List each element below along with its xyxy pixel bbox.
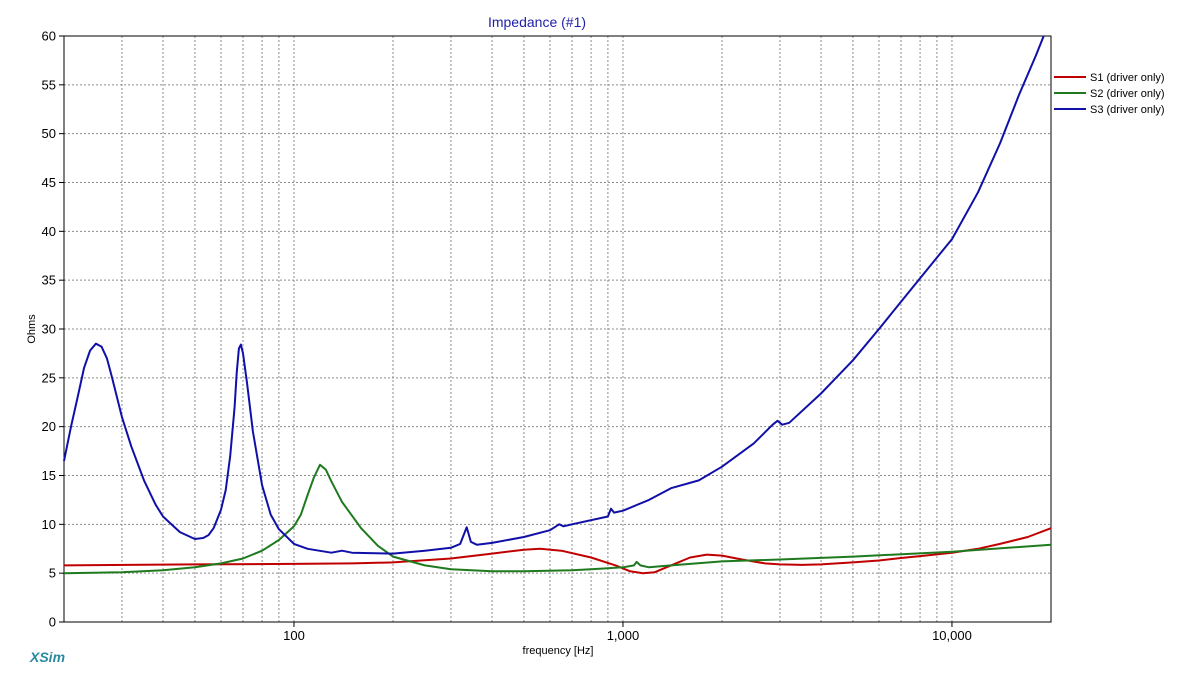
y-tick-labels: 0 5 10 15 20 25 30 35 40 45 50 55 60 <box>42 29 56 630</box>
y-tick-label: 35 <box>42 273 56 288</box>
x-tick-label: 10,000 <box>932 628 972 643</box>
chart-title: Impedance (#1) <box>488 14 586 30</box>
y-tick-label: 25 <box>42 370 56 385</box>
y-tick-label: 0 <box>49 615 56 630</box>
y-tick-label: 15 <box>42 468 56 483</box>
plot-frame <box>63 35 1052 623</box>
legend-label-s3: S3 (driver only) <box>1090 104 1165 116</box>
y-tick-label: 50 <box>42 126 56 141</box>
y-tick-label: 20 <box>42 419 56 434</box>
x-tick-label: 100 <box>283 628 305 643</box>
x-axis-title: frequency [Hz] <box>523 645 594 657</box>
series-line-s3 <box>63 35 1045 555</box>
series-layer <box>63 35 1052 575</box>
y-tick-label: 5 <box>49 566 56 581</box>
y-axis-title: Ohms <box>26 314 38 344</box>
legend-label-s1: S1 (driver only) <box>1090 72 1165 84</box>
y-tick-label: 55 <box>42 77 56 92</box>
y-tick-label: 60 <box>42 29 56 44</box>
y-tick-label: 45 <box>42 175 56 190</box>
x-tick-labels: 100 1,000 10,000 <box>283 622 972 643</box>
legend-label-s2: S2 (driver only) <box>1090 88 1165 100</box>
x-tick-label: 1,000 <box>607 628 640 643</box>
y-tick-label: 40 <box>42 224 56 239</box>
series-line-s2 <box>63 463 1052 575</box>
y-tick-label: 30 <box>42 322 56 337</box>
grid-layer <box>59 35 1051 623</box>
y-tick-label: 10 <box>42 517 56 532</box>
series-line-s1 <box>63 527 1052 575</box>
xsim-brand-logo: XSim <box>29 649 65 665</box>
legend: S1 (driver only) S2 (driver only) S3 (driv… <box>1054 72 1165 116</box>
